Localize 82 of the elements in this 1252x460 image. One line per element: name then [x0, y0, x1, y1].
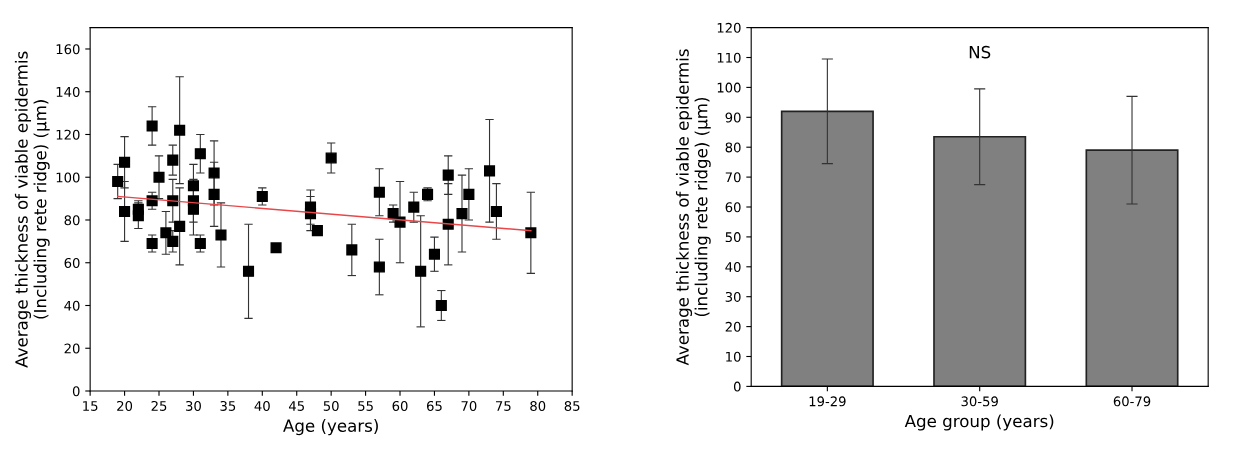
x-tick-label: 60-79 — [1113, 396, 1151, 407]
x-tick-label: 55 — [358, 401, 373, 411]
x-tick-label: 80 — [530, 400, 546, 411]
point — [146, 120, 158, 132]
bar — [933, 135, 1027, 387]
x-tick-label: 50 — [323, 400, 339, 411]
point — [112, 175, 124, 188]
x-tick-label: 30-59 — [961, 396, 998, 407]
y-tick-label: 20 — [725, 321, 741, 332]
point — [208, 188, 220, 200]
point — [346, 244, 358, 256]
x-tick-label: 45 — [288, 401, 304, 411]
y-tick-label: 110 — [717, 52, 741, 63]
y-tick-label: 50 — [725, 232, 741, 243]
point — [174, 220, 186, 232]
y-tick-label: 30 — [725, 291, 741, 302]
x-tick-label: 25 — [151, 400, 167, 411]
annotation: NS — [969, 45, 991, 59]
point — [215, 229, 227, 241]
point — [311, 225, 323, 237]
y-tick-label: 0 — [733, 381, 741, 392]
point — [119, 205, 131, 217]
point — [167, 154, 179, 166]
x-tick-label: 30 — [186, 400, 201, 411]
point — [194, 148, 206, 160]
point — [187, 180, 199, 192]
point — [435, 299, 447, 312]
point — [490, 205, 502, 217]
point — [483, 165, 496, 177]
x-axis-title: Age group (years) — [904, 414, 1054, 431]
x-tick-label: 40 — [254, 400, 270, 411]
y-tick-label: 160 — [56, 44, 80, 55]
point — [428, 248, 441, 260]
point — [208, 167, 220, 179]
y-tick-label: 100 — [717, 82, 741, 93]
point — [463, 188, 475, 200]
point — [325, 152, 337, 164]
y-tick-label: 60 — [725, 202, 741, 213]
y-tick-label: 40 — [64, 300, 80, 311]
x-tick-label: 60 — [392, 400, 408, 411]
x-tick-label: 19-29 — [809, 396, 846, 407]
y-tick-label: 40 — [725, 262, 741, 272]
y-tick-label: 80 — [725, 142, 741, 153]
y-tick-label: 10 — [726, 351, 741, 362]
bar — [780, 110, 874, 387]
point — [373, 186, 385, 198]
x-tick-label: 70 — [461, 400, 477, 411]
point — [174, 124, 186, 136]
y-tick-label: 80 — [64, 215, 80, 226]
x-tick-label: 15 — [83, 401, 98, 411]
y-axis-title: Average thickness of viable epidermis (including rete ridge) (µm) — [675, 49, 711, 366]
x-tick-label: 85 — [564, 400, 580, 411]
y-axis-title: Average thickness of viable epidermis (Including rete ridge) (µm) — [14, 51, 50, 368]
y-tick-label: 60 — [64, 257, 80, 268]
point — [415, 265, 427, 277]
y-tick-label: 120 — [56, 129, 80, 140]
x-tick-label: 75 — [495, 401, 511, 411]
x-tick-label: 35 — [220, 400, 236, 411]
y-tick-label: 70 — [725, 172, 741, 183]
bar — [1085, 149, 1179, 387]
y-tick-label: 0 — [72, 386, 80, 397]
point — [187, 203, 199, 215]
point — [242, 265, 255, 277]
y-tick-label: 20 — [64, 343, 80, 354]
point — [132, 210, 144, 222]
x-tick-label: 65 — [426, 400, 442, 411]
y-tick-label: 100 — [56, 172, 80, 183]
point — [456, 208, 468, 220]
point — [525, 227, 537, 239]
point — [373, 261, 385, 273]
point — [153, 171, 165, 183]
y-tick-label: 140 — [56, 86, 80, 97]
y-tick-label: 120 — [717, 22, 741, 33]
point — [442, 169, 454, 181]
point — [160, 227, 172, 239]
x-axis-title: Age (years) — [283, 419, 378, 436]
x-tick-label: 20 — [117, 400, 133, 411]
point — [408, 201, 420, 213]
point — [270, 242, 282, 254]
point — [119, 156, 131, 168]
point — [167, 235, 179, 247]
y-tick-label: 90 — [725, 112, 741, 123]
